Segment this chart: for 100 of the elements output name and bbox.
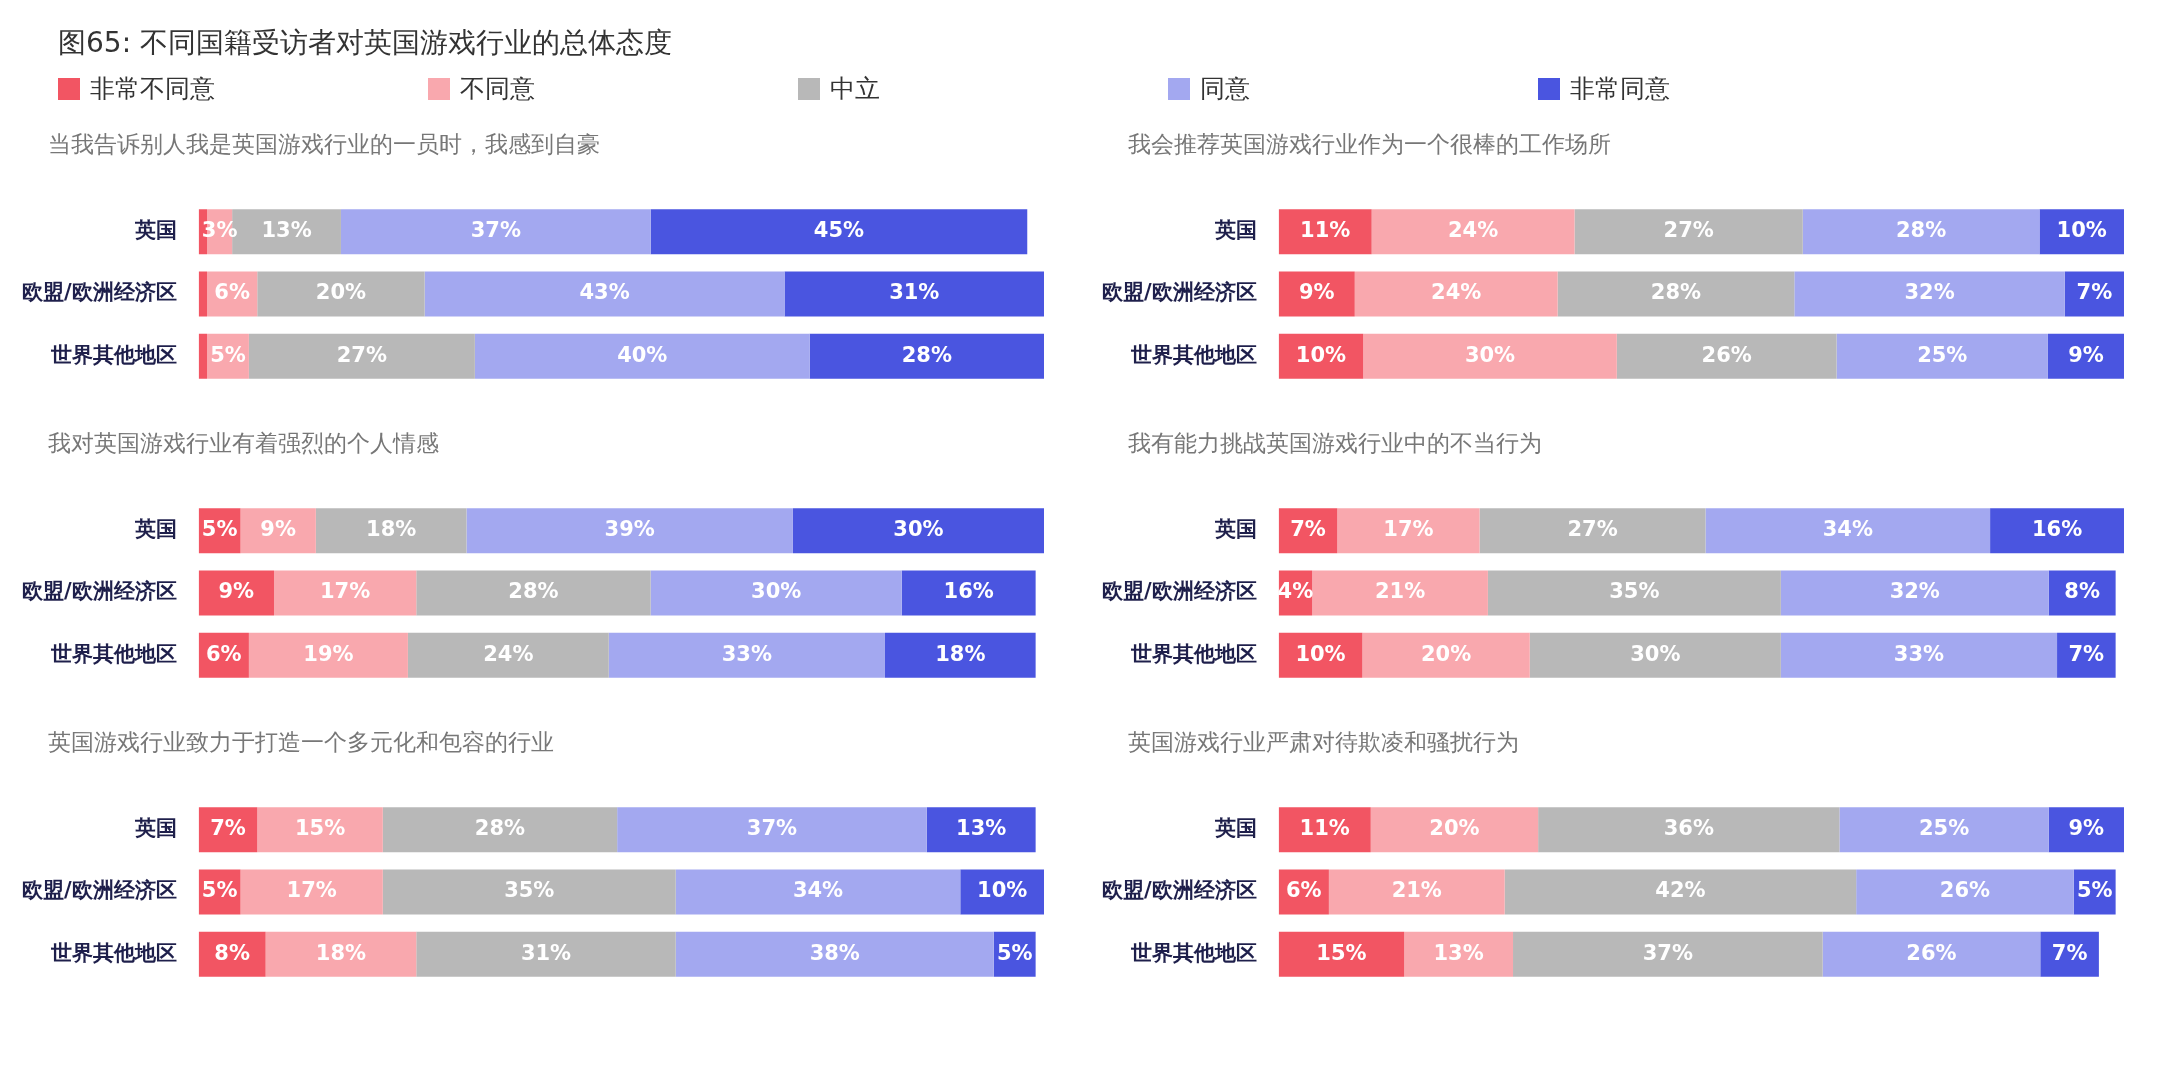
y-tick-label: 世界其他地区 bbox=[1129, 342, 1257, 367]
y-tick-label: 英国 bbox=[1213, 816, 1257, 841]
bar bbox=[382, 869, 676, 915]
data-label: 30% bbox=[1630, 641, 1681, 666]
bar bbox=[1990, 508, 2124, 554]
data-label: 32% bbox=[1889, 579, 1940, 604]
chart-subtitle: 英国游戏行业严肃对待欺凌和骚扰行为 bbox=[1128, 728, 1520, 757]
bar bbox=[1780, 632, 2058, 678]
bar bbox=[1363, 333, 1617, 379]
data-label: 7% bbox=[1290, 517, 1326, 542]
data-label: 26% bbox=[1701, 342, 1752, 367]
bar bbox=[240, 508, 316, 554]
data-label: 34% bbox=[1822, 517, 1873, 542]
y-tick-label: 欧盟/欧洲经济区 bbox=[1102, 280, 1257, 305]
bar bbox=[1370, 807, 1539, 853]
bar bbox=[474, 333, 810, 379]
bar bbox=[1312, 570, 1488, 616]
data-label: 21% bbox=[1391, 878, 1442, 903]
bar bbox=[884, 632, 1036, 678]
y-tick-label: 英国 bbox=[133, 218, 177, 243]
bar bbox=[382, 807, 618, 853]
bar bbox=[2057, 632, 2116, 678]
bar bbox=[1487, 570, 1781, 616]
data-label: 35% bbox=[504, 878, 555, 903]
data-label: 27% bbox=[336, 342, 388, 367]
bar bbox=[901, 570, 1036, 616]
data-label: 37% bbox=[1642, 940, 1693, 965]
y-tick-label: 英国 bbox=[133, 816, 177, 841]
data-label: 28% bbox=[1650, 280, 1702, 305]
chart-title: 图65: 不同国籍受访者对英国游戏行业的总体态度 bbox=[58, 25, 673, 61]
data-label: 42% bbox=[1655, 878, 1706, 903]
bar bbox=[650, 209, 1028, 255]
data-label: 8% bbox=[2064, 579, 2100, 604]
bar bbox=[1538, 807, 1840, 853]
y-tick-label: 英国 bbox=[133, 517, 177, 542]
bar bbox=[416, 570, 651, 616]
data-label: 28% bbox=[901, 342, 952, 367]
data-label: 16% bbox=[2031, 517, 2083, 542]
y-tick-label: 世界其他地区 bbox=[1129, 940, 1257, 965]
data-label: 33% bbox=[1893, 641, 1945, 666]
bar bbox=[1839, 807, 2049, 853]
bar bbox=[1557, 271, 1795, 317]
data-label: 26% bbox=[1939, 878, 1991, 903]
bar bbox=[1362, 632, 1530, 678]
bar bbox=[809, 333, 1044, 379]
data-label: 30% bbox=[893, 517, 944, 542]
data-label: 37% bbox=[470, 218, 521, 243]
bar bbox=[248, 632, 408, 678]
data-label: 17% bbox=[320, 579, 371, 604]
data-label: 11% bbox=[1299, 816, 1350, 841]
data-label: 18% bbox=[935, 641, 986, 666]
data-label: 10% bbox=[1295, 342, 1347, 367]
data-label: 7% bbox=[210, 816, 246, 841]
data-label: 9% bbox=[2068, 816, 2105, 841]
bar bbox=[265, 931, 417, 977]
bar bbox=[784, 271, 1044, 317]
data-label: 19% bbox=[303, 641, 354, 666]
bar bbox=[1337, 508, 1480, 554]
bar bbox=[650, 570, 902, 616]
data-label: 36% bbox=[1663, 816, 1714, 841]
chart-subtitle: 当我告诉别人我是英国游戏行业的一员时，我感到自豪 bbox=[48, 130, 601, 159]
chart-subtitle: 我会推荐英国游戏行业作为一个很棒的工作场所 bbox=[1128, 130, 1612, 159]
bar bbox=[675, 869, 961, 915]
data-label: 5% bbox=[2076, 878, 2113, 903]
bar bbox=[1616, 333, 1837, 379]
y-tick-label: 欧盟/欧洲经济区 bbox=[22, 579, 177, 604]
chart-subtitle: 我有能力挑战英国游戏行业中的不当行为 bbox=[1128, 429, 1543, 458]
bar bbox=[1479, 508, 1706, 554]
bar bbox=[675, 931, 994, 977]
bar bbox=[1529, 632, 1781, 678]
bar bbox=[1856, 869, 2074, 915]
bar bbox=[1705, 508, 1991, 554]
y-tick-label: 欧盟/欧洲经济区 bbox=[1102, 878, 1257, 903]
bar bbox=[466, 508, 793, 554]
bar bbox=[617, 807, 927, 853]
bar bbox=[2047, 333, 2124, 379]
bar bbox=[416, 931, 676, 977]
legend-label: 非常不同意 bbox=[90, 73, 215, 105]
y-tick-label: 世界其他地区 bbox=[1129, 641, 1257, 666]
y-tick-label: 欧盟/欧洲经济区 bbox=[22, 878, 177, 903]
bar bbox=[1278, 931, 1405, 977]
data-label: 38% bbox=[809, 940, 860, 965]
y-tick-label: 英国 bbox=[1213, 517, 1257, 542]
data-label: 18% bbox=[315, 940, 367, 965]
data-label: 6% bbox=[214, 280, 250, 305]
bar bbox=[424, 271, 785, 317]
data-label: 13% bbox=[956, 816, 1007, 841]
data-label: 24% bbox=[1431, 280, 1482, 305]
data-label: 40% bbox=[617, 342, 668, 367]
bar bbox=[257, 807, 383, 853]
data-label: 20% bbox=[1429, 816, 1480, 841]
bar bbox=[1574, 209, 1803, 255]
bar bbox=[792, 508, 1044, 554]
data-label: 28% bbox=[474, 816, 526, 841]
data-label: 24% bbox=[1447, 218, 1499, 243]
data-label: 10% bbox=[977, 878, 1028, 903]
data-label: 9% bbox=[218, 579, 255, 604]
data-label: 24% bbox=[483, 641, 534, 666]
legend-label: 中立 bbox=[830, 73, 880, 105]
legend-label: 非常同意 bbox=[1570, 73, 1670, 105]
